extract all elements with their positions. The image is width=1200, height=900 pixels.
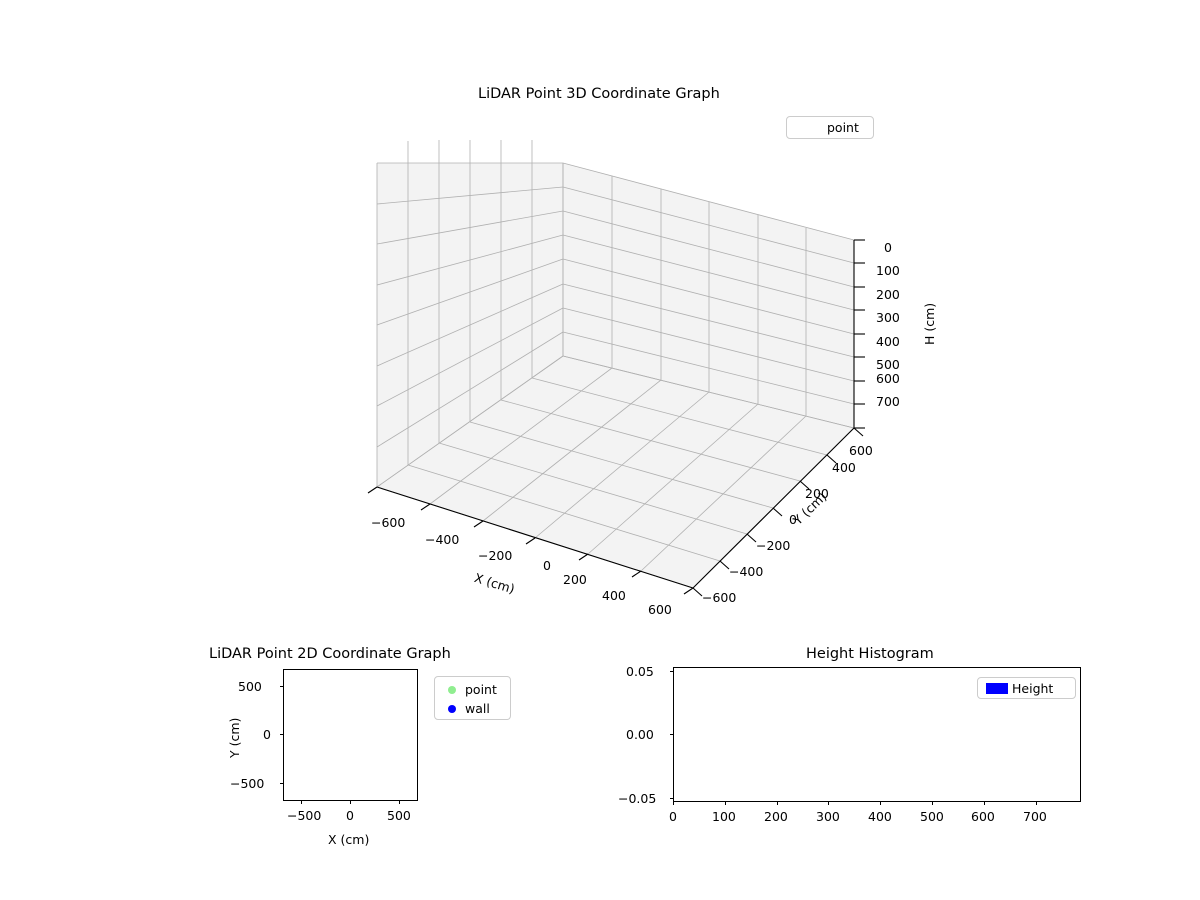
- plot3d-ytick-1: −400: [729, 564, 764, 579]
- plot2d-legend-label-point: point: [465, 682, 497, 697]
- plot2d-ytickmark-0: [279, 686, 283, 688]
- histogram-xtick-4: 400: [868, 809, 892, 824]
- histogram-xtickmark-1: [724, 801, 726, 805]
- plot2d-ytick-2: −500: [230, 776, 265, 791]
- histogram-xtickmark-6: [983, 801, 985, 805]
- plot3d-ytick-0: −600: [702, 590, 737, 605]
- point-color-swatch: [448, 685, 456, 694]
- plot2d-ytickmark-2: [279, 783, 283, 785]
- histogram-xtickmark-2: [776, 801, 778, 805]
- histogram-ytick-2: −0.05: [618, 791, 657, 806]
- plot2d-yaxis-label: Y (cm): [227, 717, 242, 758]
- plot2d-legend-label-wall: wall: [465, 701, 490, 716]
- histogram-xtickmark-0: [673, 801, 675, 805]
- lidar-3d-axes[interactable]: .pane{fill:#f2f2f2;fill-opacity:0.92;str…: [330, 140, 930, 630]
- plot3d-ztick-5: 500: [876, 357, 900, 372]
- plot3d-xtick-3: 0: [543, 558, 551, 573]
- plot2d-xtick-0: −500: [287, 808, 322, 823]
- histogram-title: Height Histogram: [806, 646, 934, 662]
- plot3d-ytick-5: 400: [832, 460, 856, 475]
- lidar-2d-axes[interactable]: [283, 669, 418, 801]
- histogram-legend[interactable]: Height: [977, 677, 1076, 699]
- plot3d-ztick-0: 0: [884, 240, 892, 255]
- histogram-legend-entry-height: Height: [982, 680, 1071, 697]
- plot3d-ztick-3: 300: [876, 310, 900, 325]
- histogram-xtick-7: 700: [1023, 809, 1047, 824]
- wall-color-swatch: [448, 704, 456, 713]
- plot3d-title: LiDAR Point 3D Coordinate Graph: [478, 86, 720, 102]
- plot3d-ztick-7: 700: [876, 394, 900, 409]
- wall-marker-icon: [439, 704, 465, 713]
- histogram-ytickmark-1: [669, 734, 673, 736]
- histogram-xtick-5: 500: [920, 809, 944, 824]
- histogram-legend-label-height: Height: [1012, 681, 1054, 696]
- plot2d-xaxis-label: X (cm): [328, 832, 370, 847]
- histogram-xtickmark-7: [1035, 801, 1037, 805]
- plot2d-xtick-2: 500: [387, 808, 411, 823]
- histogram-ytick-1: 0.00: [626, 727, 654, 742]
- plot2d-xtickmark-2: [399, 800, 401, 804]
- histogram-xtick-2: 200: [764, 809, 788, 824]
- plot2d-legend-entry-wall: wall: [439, 699, 506, 718]
- plot3d-xtick-6: 600: [648, 602, 672, 617]
- plot3d-legend[interactable]: point: [786, 116, 874, 139]
- histogram-ytickmark-0: [669, 671, 673, 673]
- histogram-xtick-0: 0: [669, 809, 677, 824]
- plot3d-ytick-4: 200: [805, 486, 829, 501]
- plot3d-xtick-0: −600: [371, 515, 406, 530]
- plot2d-title: LiDAR Point 2D Coordinate Graph: [209, 646, 451, 662]
- plot3d-xtick-1: −400: [425, 532, 460, 547]
- plot2d-ytickmark-1: [279, 734, 283, 736]
- plot3d-ytick-2: −200: [756, 538, 791, 553]
- plot3d-legend-label-point: point: [827, 120, 859, 135]
- plot3d-xtick-4: 200: [563, 572, 587, 587]
- plot2d-ytick-1: 0: [263, 727, 271, 742]
- plot3d-xtick-2: −200: [478, 548, 513, 563]
- histogram-xtick-1: 100: [712, 809, 736, 824]
- plot2d-xtick-1: 0: [346, 808, 354, 823]
- histogram-xtickmark-4: [880, 801, 882, 805]
- histogram-ytick-0: 0.05: [626, 664, 654, 679]
- plot3d-ytick-6: 600: [849, 443, 873, 458]
- plot3d-zaxis-label: H (cm): [922, 302, 937, 345]
- axes3d-svg: .pane{fill:#f2f2f2;fill-opacity:0.92;str…: [367, 140, 865, 597]
- plot3d-xtick-5: 400: [602, 588, 626, 603]
- histogram-xtickmark-5: [932, 801, 934, 805]
- plot3d-ztick-6: 600: [876, 371, 900, 386]
- histogram-ytickmark-2: [669, 798, 673, 800]
- plot2d-xtickmark-0: [301, 800, 303, 804]
- plot3d-ytick-3: 0: [789, 512, 797, 527]
- plot3d-ztick-4: 400: [876, 334, 900, 349]
- height-patch-icon: [982, 683, 1012, 694]
- histogram-xtickmark-3: [828, 801, 830, 805]
- plot3d-ztick-2: 200: [876, 287, 900, 302]
- height-color-swatch: [986, 683, 1008, 694]
- plot3d-ztick-1: 100: [876, 263, 900, 278]
- plot3d-legend-entry-point: point: [787, 117, 873, 138]
- plot2d-legend-entry-point: point: [439, 680, 506, 699]
- plot2d-legend[interactable]: point wall: [434, 676, 511, 720]
- plot2d-xtickmark-1: [350, 800, 352, 804]
- histogram-xtick-3: 300: [816, 809, 840, 824]
- plot2d-ytick-0: 500: [238, 679, 262, 694]
- histogram-xtick-6: 600: [971, 809, 995, 824]
- point-marker-icon: [439, 685, 465, 694]
